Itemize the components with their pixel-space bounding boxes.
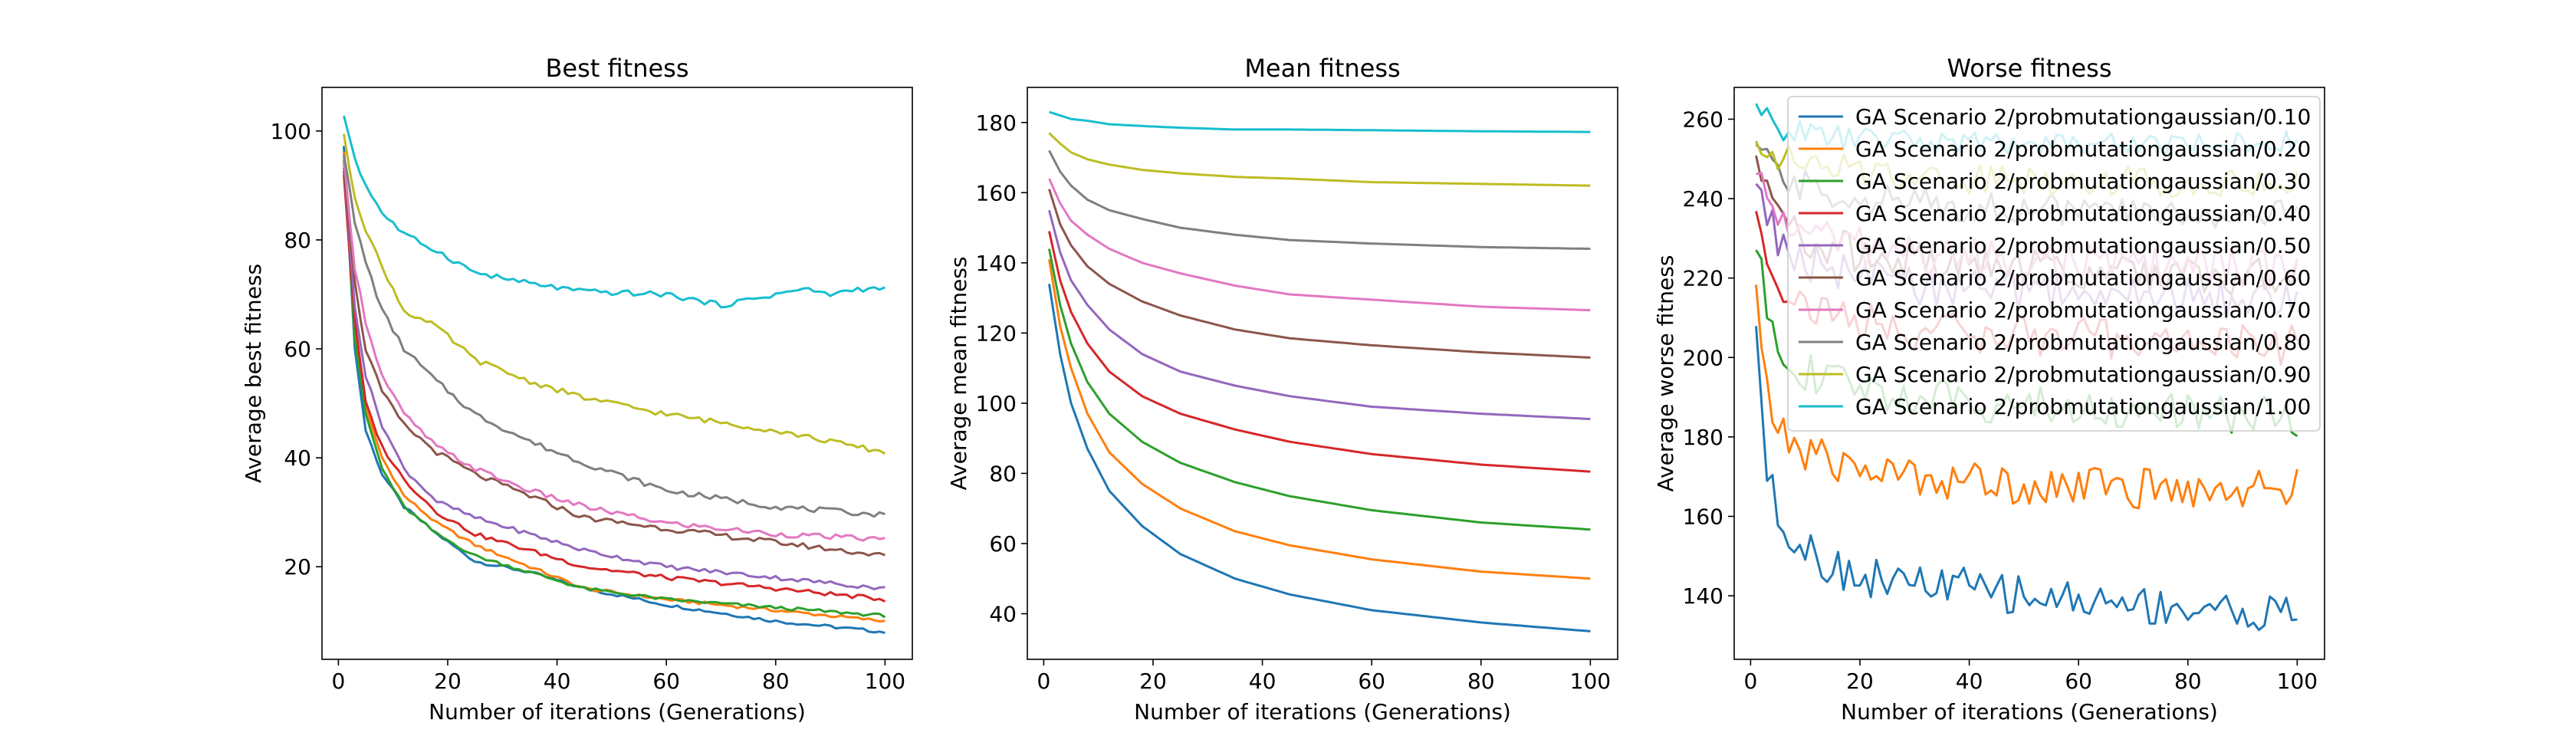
mean-fitness-x-tick-label: 20 (1139, 669, 1167, 694)
best-fitness-title: Best fitness (545, 54, 688, 83)
mean-fitness-series-0 (1048, 284, 1591, 632)
mean-fitness-x-axis-label: Number of iterations (Generations) (1134, 699, 1511, 724)
legend-item-label: GA Scenario 2/probmutationgaussian/1.00 (1855, 394, 2311, 419)
mean-fitness-x-tick-label: 60 (1358, 669, 1385, 694)
best-fitness-x-tick-label: 60 (652, 669, 680, 694)
mean-fitness-series-4 (1048, 209, 1591, 420)
worse-fitness-title: Worse fitness (1947, 54, 2111, 83)
best-fitness-series-3 (343, 174, 886, 603)
worse-fitness-y-tick-label: 200 (1683, 345, 1723, 370)
best-fitness-series-2 (343, 159, 886, 619)
worse-fitness-y-tick-label: 140 (1683, 583, 1723, 609)
legend-item-label: GA Scenario 2/probmutationgaussian/0.80 (1855, 330, 2311, 355)
mean-fitness-x-tick-label: 0 (1037, 669, 1050, 694)
legend: GA Scenario 2/probmutationgaussian/0.10 G… (1787, 96, 2321, 432)
worse-fitness-panel: 0 20 40 60 80 100 140 160 180 200 220 240 260 Worse f… (1653, 54, 2325, 724)
legend-item-label: GA Scenario 2/probmutationgaussian/0.50 (1855, 233, 2311, 258)
mean-fitness-series-2 (1048, 248, 1591, 531)
mean-fitness-series-7 (1048, 150, 1591, 250)
best-fitness-y-tick-label: 60 (284, 337, 311, 362)
mean-fitness-series-6 (1048, 178, 1591, 312)
mean-fitness-x-tick-label: 80 (1467, 669, 1495, 694)
mean-fitness-y-tick-label: 40 (989, 602, 1017, 627)
best-fitness-series-4 (343, 167, 886, 590)
legend-item-label: GA Scenario 2/probmutationgaussian/0.30 (1855, 169, 2311, 194)
best-fitness-frame (321, 87, 913, 660)
legend-item-label: GA Scenario 2/probmutationgaussian/0.10 (1855, 104, 2311, 130)
worse-fitness-x-tick-label: 20 (1846, 669, 1874, 694)
legend-item-label: GA Scenario 2/probmutationgaussian/0.40 (1855, 201, 2311, 226)
mean-fitness-frame (1027, 87, 1618, 660)
legend-box (1787, 96, 2321, 432)
best-fitness-y-tick-label: 20 (284, 554, 311, 580)
mean-fitness-series-9 (1049, 110, 1591, 133)
worse-fitness-frame (1733, 87, 2325, 660)
best-fitness-y-tick-label: 80 (284, 228, 311, 253)
worse-fitness-y-axis-label: Average worse fitness (1653, 255, 1678, 492)
best-fitness-series-9 (343, 115, 886, 309)
mean-fitness-y-tick-label: 100 (976, 391, 1017, 416)
best-fitness-y-axis-label: Average best fitness (241, 264, 266, 483)
mean-fitness-series-1 (1048, 259, 1591, 580)
mean-fitness-y-tick-label: 120 (976, 320, 1017, 346)
mean-fitness-series-3 (1048, 231, 1591, 473)
best-fitness-x-tick-label: 20 (434, 669, 462, 694)
best-fitness-panel: 0 20 40 60 80 100 20 40 60 80 100 Best fitness Numbe… (241, 54, 913, 724)
mean-fitness-series-8 (1048, 132, 1591, 187)
best-fitness-y-tick-label: 40 (284, 445, 311, 471)
mean-fitness-y-tick-label: 60 (989, 531, 1017, 557)
worse-fitness-x-tick-label: 40 (1956, 669, 1983, 694)
legend-item-label: GA Scenario 2/probmutationgaussian/0.90 (1855, 362, 2311, 387)
legend-item-label: GA Scenario 2/probmutationgaussian/0.70 (1855, 297, 2311, 323)
best-fitness-x-tick-label: 80 (762, 669, 790, 694)
mean-fitness-x-tick-label: 100 (1570, 669, 1611, 694)
mean-fitness-y-tick-label: 140 (976, 251, 1017, 276)
best-fitness-y-tick-label: 100 (271, 119, 311, 144)
best-fitness-series-6 (343, 156, 886, 542)
worse-fitness-y-tick-label: 260 (1683, 107, 1723, 132)
mean-fitness-x-tick-label: 40 (1249, 669, 1276, 694)
best-fitness-series-5 (343, 170, 886, 557)
best-fitness-x-tick-label: 0 (331, 669, 345, 694)
worse-fitness-y-tick-label: 240 (1683, 186, 1723, 212)
worse-fitness-series-0 (1755, 326, 2298, 632)
best-fitness-series-8 (343, 133, 886, 455)
mean-fitness-panel: 0 20 40 60 80 100 40 60 80 100 120 140 160 180 Mean fi… (946, 54, 1618, 724)
mean-fitness-y-tick-label: 180 (976, 110, 1017, 136)
worse-fitness-y-tick-label: 220 (1683, 266, 1723, 291)
worse-fitness-y-tick-label: 160 (1683, 504, 1723, 530)
legend-item-label: GA Scenario 2/probmutationgaussian/0.20 (1855, 136, 2311, 162)
worse-fitness-x-tick-label: 100 (2277, 669, 2318, 694)
mean-fitness-y-tick-label: 80 (989, 461, 1017, 486)
mean-fitness-y-axis-label: Average mean fitness (946, 257, 971, 491)
mean-fitness-series-5 (1048, 189, 1591, 359)
legend-item-label: GA Scenario 2/probmutationgaussian/0.60 (1855, 265, 2311, 291)
best-fitness-series-7 (343, 154, 886, 518)
worse-fitness-x-tick-label: 60 (2065, 669, 2092, 694)
worse-fitness-x-axis-label: Number of iterations (Generations) (1841, 699, 2218, 724)
mean-fitness-title: Mean fitness (1244, 54, 1400, 83)
best-fitness-x-axis-label: Number of iterations (Generations) (429, 699, 806, 724)
worse-fitness-x-tick-label: 80 (2174, 669, 2202, 694)
mean-fitness-y-tick-label: 160 (976, 180, 1017, 205)
worse-fitness-x-tick-label: 0 (1743, 669, 1757, 694)
worse-fitness-y-tick-label: 180 (1683, 425, 1723, 450)
best-fitness-x-tick-label: 40 (544, 669, 571, 694)
best-fitness-x-tick-label: 100 (865, 669, 905, 694)
worse-fitness-series-1 (1755, 284, 2298, 510)
